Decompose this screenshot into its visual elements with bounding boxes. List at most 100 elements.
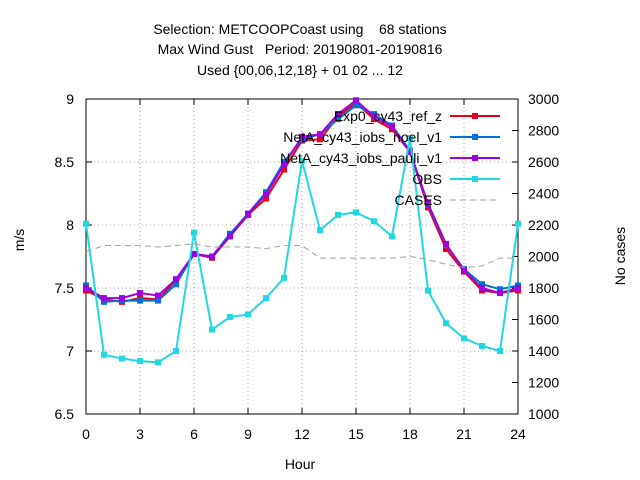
- series-point-3: [119, 355, 125, 362]
- series-point-2: [371, 113, 377, 120]
- series-point-2: [299, 133, 305, 140]
- series-point-2: [191, 250, 197, 257]
- series-point-2: [137, 290, 143, 297]
- series-point-3: [461, 335, 467, 342]
- series-point-2: [515, 285, 521, 291]
- x-tick-label: 12: [294, 426, 310, 442]
- series-point-2: [83, 285, 89, 291]
- series-point-2: [245, 210, 251, 217]
- series-point-1: [479, 281, 485, 288]
- series-point-2: [155, 292, 161, 299]
- y2-tick-label: 2400: [528, 186, 559, 202]
- x-tick-label: 6: [190, 426, 198, 442]
- y-tick-label: 7.5: [55, 280, 75, 296]
- series-point-2: [479, 285, 485, 291]
- series-point-2: [335, 111, 341, 118]
- series-line-4: [85, 243, 518, 269]
- y2-tick-label: 1800: [528, 280, 559, 296]
- y-tick-label: 6.5: [55, 406, 75, 422]
- title-line-3: Used {00,06,12,18} + 01 02 ... 12: [197, 62, 403, 78]
- y-axis-label: m/s: [11, 228, 27, 252]
- series-point-2: [281, 161, 287, 168]
- series-point-3: [191, 229, 197, 236]
- y-tick-label: 9: [66, 91, 74, 107]
- legend-marker-1: [472, 134, 478, 140]
- legend-label-0: Exp0_cy43_ref_z: [334, 108, 442, 124]
- series-point-3: [497, 348, 503, 354]
- series-point-3: [155, 359, 161, 366]
- legend: Exp0_cy43_ref_z NetA_cy43_iobs_noel_v1 Net…: [280, 108, 500, 208]
- series-point-2: [101, 295, 107, 302]
- y-tick-label: 8: [66, 217, 74, 233]
- series-point-0: [281, 166, 287, 173]
- series-point-3: [443, 320, 449, 327]
- legend-label-2: NetA_cy43_iobs_pauli_v1: [280, 150, 442, 166]
- series-point-3: [515, 220, 521, 227]
- series-point-2: [227, 233, 233, 240]
- series-point-2: [425, 200, 431, 207]
- series-point-0: [263, 195, 269, 202]
- series-point-2: [497, 290, 503, 297]
- series-point-3: [335, 211, 341, 218]
- series-point-0: [317, 136, 323, 143]
- series-point-2: [209, 253, 215, 260]
- legend-marker-3: [472, 176, 478, 182]
- series-point-1: [137, 297, 143, 304]
- x-tick-label: 24: [510, 426, 526, 442]
- series-point-1: [497, 286, 503, 293]
- x-tick-label: 9: [244, 426, 252, 442]
- series-point-3: [83, 220, 89, 227]
- series-point-3: [389, 233, 395, 240]
- series-point-0: [443, 245, 449, 252]
- series-point-2: [173, 276, 179, 283]
- legend-marker-2: [472, 155, 478, 161]
- series-point-2: [461, 267, 467, 274]
- y2-tick-label: 2200: [528, 217, 559, 233]
- x-tick-label: 15: [348, 426, 364, 442]
- axis-ticks: 0 3 6 9 12 15 18 21 24 6.5 7 7.5 8 8.5 9 1000 1200 1400 16…: [55, 91, 560, 442]
- series-point-1: [101, 298, 107, 305]
- series-point-3: [263, 295, 269, 302]
- x-tick-label: 21: [456, 426, 472, 442]
- legend-label-3: OBS: [412, 171, 442, 187]
- series-point-3: [281, 274, 287, 281]
- series: [83, 97, 521, 366]
- series-point-2: [389, 123, 395, 130]
- x-tick-label: 3: [136, 426, 144, 442]
- series-point-3: [425, 287, 431, 294]
- series-point-3: [137, 358, 143, 365]
- series-point-3: [173, 348, 179, 354]
- y2-tick-label: 1400: [528, 343, 559, 359]
- y-tick-label: 8.5: [55, 154, 75, 170]
- series-point-3: [101, 351, 107, 358]
- series-point-3: [227, 313, 233, 320]
- y2-tick-label: 3000: [528, 91, 559, 107]
- title-line-2: Max Wind Gust Period: 20190801-20190816: [157, 41, 443, 57]
- series-point-1: [335, 116, 341, 123]
- series-point-3: [209, 326, 215, 333]
- x-tick-label: 18: [402, 426, 418, 442]
- y2-tick-label: 1000: [528, 406, 559, 422]
- series-point-3: [317, 227, 323, 234]
- y2-tick-label: 2600: [528, 154, 559, 170]
- series-point-3: [245, 311, 251, 318]
- series-point-1: [155, 297, 161, 304]
- series-point-3: [479, 342, 485, 349]
- series-point-2: [407, 148, 413, 155]
- series-point-1: [173, 281, 179, 288]
- series-point-1: [353, 102, 359, 109]
- legend-marker-0: [472, 113, 478, 119]
- series-point-2: [353, 97, 359, 104]
- y2-tick-label: 2000: [528, 249, 559, 265]
- title-line-1: Selection: METCOOPCoast using 68 station…: [153, 21, 447, 37]
- series-point-3: [407, 135, 413, 142]
- series-point-2: [119, 295, 125, 302]
- series-point-2: [317, 131, 323, 138]
- y2-axis-label: No cases: [612, 226, 628, 286]
- y2-tick-label: 2800: [528, 123, 559, 139]
- y2-tick-label: 1200: [528, 375, 559, 391]
- legend-label-1: NetA_cy43_iobs_noel_v1: [283, 129, 442, 145]
- series-point-2: [443, 240, 449, 247]
- series-point-3: [371, 218, 377, 225]
